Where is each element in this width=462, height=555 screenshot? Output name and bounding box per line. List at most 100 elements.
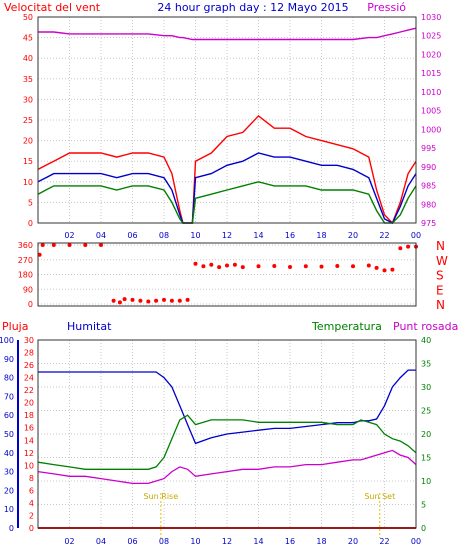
pressure-tick: 1030 xyxy=(421,13,441,22)
humidity-tick: 50 xyxy=(4,430,14,439)
series-line-0 xyxy=(37,114,417,225)
humidity-tick: 60 xyxy=(4,411,14,420)
wind-direction-points xyxy=(37,243,418,305)
humidity-tick: 30 xyxy=(4,468,14,477)
direction-point xyxy=(99,243,103,247)
hour-tick: 08 xyxy=(159,537,169,546)
direction-point xyxy=(117,300,122,305)
temperature-tick: 5 xyxy=(421,501,426,510)
wind-speed-tick: 40 xyxy=(23,54,33,63)
direction-point xyxy=(272,264,277,268)
sunrise-label: Sun Rise xyxy=(144,492,179,501)
direction-point xyxy=(111,298,116,303)
rain-tick: 10 xyxy=(24,461,34,470)
pressure-tick: 1000 xyxy=(421,125,441,134)
temperature-tick: 25 xyxy=(421,407,431,416)
humidity-tick: 100 xyxy=(0,336,14,345)
wind-pressure-series xyxy=(37,27,417,225)
hour-tick: 18 xyxy=(316,231,326,240)
compass-letter: N xyxy=(436,239,445,253)
direction-point xyxy=(390,267,395,272)
direction-point xyxy=(146,299,151,304)
humidity-tick: 70 xyxy=(4,392,14,401)
rain-tick: 0 xyxy=(29,524,34,533)
rain-tick: 16 xyxy=(24,424,34,433)
direction-point xyxy=(398,246,403,251)
hour-tick: 08 xyxy=(159,231,169,240)
wind-speed-tick: 20 xyxy=(23,137,33,146)
compass-letter: N xyxy=(436,298,445,312)
series-line-1 xyxy=(37,152,417,224)
direction-point xyxy=(177,298,182,303)
chart-title: 24 hour graph day : 12 Mayo 2015 xyxy=(157,1,348,14)
hour-tick: 20 xyxy=(348,231,358,240)
humidity-tick: 80 xyxy=(4,374,14,383)
direction-point xyxy=(40,243,45,247)
hour-tick: 10 xyxy=(190,231,200,240)
direction-point xyxy=(193,261,198,266)
bottom-hour-tick-labels: 02 04 06 08 10 12 14 16 18 20 22 00 xyxy=(64,537,421,546)
hour-tick: 02 xyxy=(64,231,74,240)
direction-point xyxy=(303,264,308,269)
temperature-axis-label: Temperatura xyxy=(311,320,382,333)
hour-tick: 04 xyxy=(96,231,106,240)
temperature-tick: 30 xyxy=(421,383,431,392)
pressure-tick: 1020 xyxy=(421,50,441,59)
humidity-tick-labels: 0 10 20 30 40 50 60 70 80 90 100 xyxy=(0,336,14,533)
rain-tick: 26 xyxy=(24,361,34,370)
compass-letter: E xyxy=(436,283,444,297)
rain-tick: 14 xyxy=(24,436,34,445)
pressure-axis-label: Pressió xyxy=(367,1,406,14)
direction-point xyxy=(319,264,324,269)
wind-speed-axis-label: Velocitat del vent xyxy=(4,1,101,14)
rain-tick: 8 xyxy=(29,474,34,483)
climate-line-0 xyxy=(38,369,416,445)
pressure-tick: 1015 xyxy=(421,69,441,78)
temperature-tick: 15 xyxy=(421,454,431,463)
direction-point xyxy=(232,262,237,267)
humidity-tick: 90 xyxy=(4,355,14,364)
direction-point xyxy=(67,243,72,247)
series-line-3 xyxy=(38,27,417,41)
direction-point xyxy=(256,264,261,269)
humidity-tick: 40 xyxy=(4,449,14,458)
direction-point xyxy=(225,263,229,268)
direction-point xyxy=(288,265,292,269)
temperature-tick: 10 xyxy=(421,477,431,486)
direction-point xyxy=(209,262,214,267)
pressure-tick: 1025 xyxy=(421,32,441,41)
direction-tick: 270 xyxy=(18,256,33,265)
direction-point xyxy=(169,298,174,303)
hour-tick: 00 xyxy=(411,537,421,546)
direction-point xyxy=(162,297,166,302)
humidity-tick: 20 xyxy=(4,486,14,495)
humidity-tick: 10 xyxy=(4,505,14,514)
wind-direction-plot-frame xyxy=(37,242,417,307)
rain-tick: 18 xyxy=(24,411,34,420)
wind-direction-gridlines xyxy=(38,244,416,305)
direction-tick: 0 xyxy=(28,300,33,309)
direction-point xyxy=(351,264,355,269)
direction-tick: 180 xyxy=(18,271,33,280)
dew-point-axis-label: Punt rosada xyxy=(393,320,458,333)
direction-point xyxy=(154,298,159,303)
hour-tick: 00 xyxy=(411,231,421,240)
rain-axis-label: Pluja xyxy=(2,320,28,333)
pressure-tick: 995 xyxy=(421,144,436,153)
hour-tick: 14 xyxy=(253,231,263,240)
wind-speed-tick-labels: 0 5 10 15 20 25 30 35 40 45 50 xyxy=(23,13,33,228)
hour-tick: 16 xyxy=(285,231,295,240)
wind-speed-tick: 35 xyxy=(23,75,33,84)
top-hour-tick-labels: 02 04 06 08 10 12 14 16 18 20 22 00 xyxy=(64,231,421,240)
temperature-tick: 40 xyxy=(421,336,431,345)
climate-line-1 xyxy=(37,414,417,470)
sunset-label: Sun Set xyxy=(364,492,395,501)
pressure-tick: 985 xyxy=(421,182,436,191)
direction-point xyxy=(217,265,222,270)
hour-tick: 14 xyxy=(253,537,263,546)
rain-tick: 24 xyxy=(24,374,34,383)
direction-point xyxy=(382,268,387,273)
